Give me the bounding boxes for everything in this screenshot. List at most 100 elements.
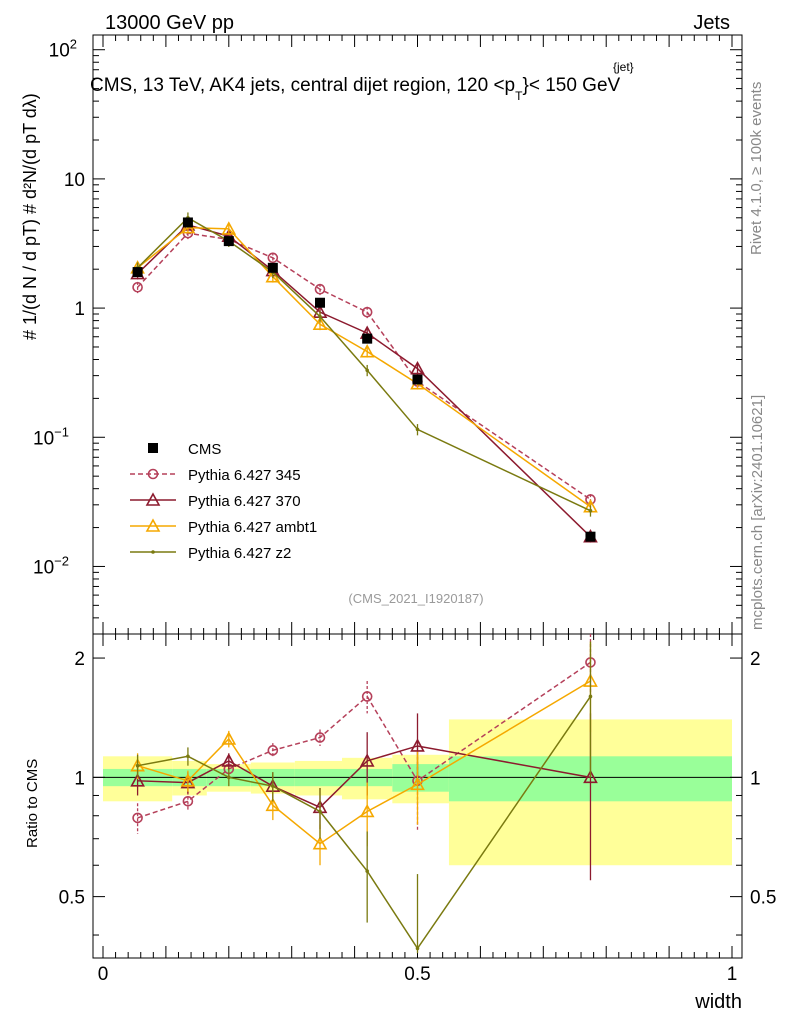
ratio-point-ambt1 [359,803,375,818]
ratio-point-p345 [314,732,326,743]
ratio-point-p345 [361,691,373,702]
legend-marker-p370 [145,492,161,506]
point-p345 [361,306,373,318]
ratio-series [130,634,598,954]
ratio-point-p370 [410,738,425,752]
ratio-point-ambt1 [221,731,237,745]
ratio-point-z2 [227,775,231,780]
ratio-point-ambt1 [410,776,425,791]
ratio-point-z2 [365,869,369,873]
y-tick-label-base: 10 [33,557,54,578]
ratio-tick-label-right: 2 [750,649,761,670]
legend-marker-cms [148,443,158,453]
legend-marker-z2 [151,550,155,554]
legend-marker-p345 [147,468,159,480]
category-label: Jets [693,12,730,34]
ratio-tick-label: 0.5 [59,888,85,909]
point-ambt1 [265,269,281,283]
point-cms [223,236,234,247]
point-p345 [314,283,326,295]
plot-title-tail: }< 150 GeV [522,75,620,96]
point-cms [267,262,278,273]
plot-title-sub: T [515,89,523,103]
point-z2 [415,427,420,432]
y-axis-label: # 1/(d N / d pT) # d²N/(d pT dλ) [20,93,40,340]
energy-label: 13000 GeV pp [105,12,234,34]
point-cms [412,374,423,385]
point-p345 [267,252,279,264]
point-cms [315,297,326,308]
x-axis-label: width [694,991,742,1013]
analysis-id: (CMS_2021_I1920187) [348,591,483,606]
y-tick-label-base: 10 [33,428,54,449]
ratio-line-p370 [137,745,591,809]
series-line-z2 [137,216,591,512]
ratio-axis-label: Ratio to CMS [24,759,41,848]
rivet-version-text: Rivet 4.1.0, ≥ 100k events [748,82,765,255]
ratio-point-z2 [135,763,140,768]
ratio-point-z2 [588,694,593,699]
point-z2 [365,368,369,373]
ratio-point-z2 [186,754,190,759]
ratio-point-ambt1 [180,773,196,787]
y-tick-label-exp: −2 [54,553,69,568]
plot-title: CMS, 13 TeV, AK4 jets, central dijet reg… [90,75,621,103]
ratio-line-z2 [137,696,592,950]
ratio-point-z2 [271,784,275,788]
legend-label-p370: Pythia 6.427 370 [188,493,301,510]
ratio-point-ambt1 [312,836,328,850]
series-line-p345 [137,232,591,501]
ratio-point-ambt1 [265,797,281,812]
y-tick-label-exp: −1 [54,424,69,439]
y-tick-label: 1 [74,299,85,320]
point-cms [585,531,596,542]
y-tick-label: 10−1 [33,424,69,449]
x-tick-label: 0.5 [404,964,430,985]
ratio-axes: 0 0.5 1 0.5 0.5 1 1 2 2 [59,633,776,985]
legend-label-cms: CMS [188,441,221,458]
legend-marker-ambt1 [145,518,161,532]
y-tick-label: 102 [49,37,77,62]
ratio-tick-label: 1 [74,768,85,789]
legend: CMS Pythia 6.427 345 Pythia 6.427 370 Pythi… [130,441,317,562]
plot-title-main: CMS, 13 TeV, AK4 jets, central dijet reg… [90,75,515,96]
ratio-point-p345 [132,812,143,824]
y-tick-label: 10−2 [33,553,69,578]
point-ambt1 [312,316,328,331]
point-ambt1 [359,343,375,358]
point-cms [182,217,193,228]
point-z2 [588,508,593,513]
ratio-point-p370 [359,753,375,767]
y-tick-label-exp: 2 [70,37,77,52]
ratio-point-z2 [415,946,420,951]
y-tick-label: 10 [64,170,85,191]
ratio-point-p370 [130,773,145,787]
source-text: mcplots.cern.ch [arXiv:2401.10621] [749,395,766,630]
point-p370 [410,360,425,375]
plot-title-sup: {jet} [613,60,634,74]
ratio-point-p370 [221,753,237,767]
ratio-line-p345 [137,661,591,819]
series-line-p370 [137,224,591,538]
y-tick-label-base: 10 [49,41,70,62]
legend-label-p345: Pythia 6.427 345 [188,467,301,484]
ratio-line-ambt1 [137,680,591,845]
point-cms [362,333,373,344]
legend-label-z2: Pythia 6.427 z2 [188,545,291,562]
legend-label-ambt1: Pythia 6.427 ambt1 [188,519,317,536]
x-tick-label: 0 [98,964,109,985]
ratio-point-p345 [182,796,194,807]
ratio-point-p345 [267,745,279,756]
point-cms [132,267,143,278]
point-z2 [318,314,322,319]
point-ambt1 [221,221,237,235]
main-series [130,212,598,543]
x-tick-label: 1 [727,964,738,985]
ratio-tick-label-right: 0.5 [750,888,776,909]
ratio-point-p370 [583,769,598,784]
ratio-tick-label: 2 [74,649,85,670]
ratio-point-z2 [318,809,322,814]
ratio-tick-label-right: 1 [750,768,761,789]
